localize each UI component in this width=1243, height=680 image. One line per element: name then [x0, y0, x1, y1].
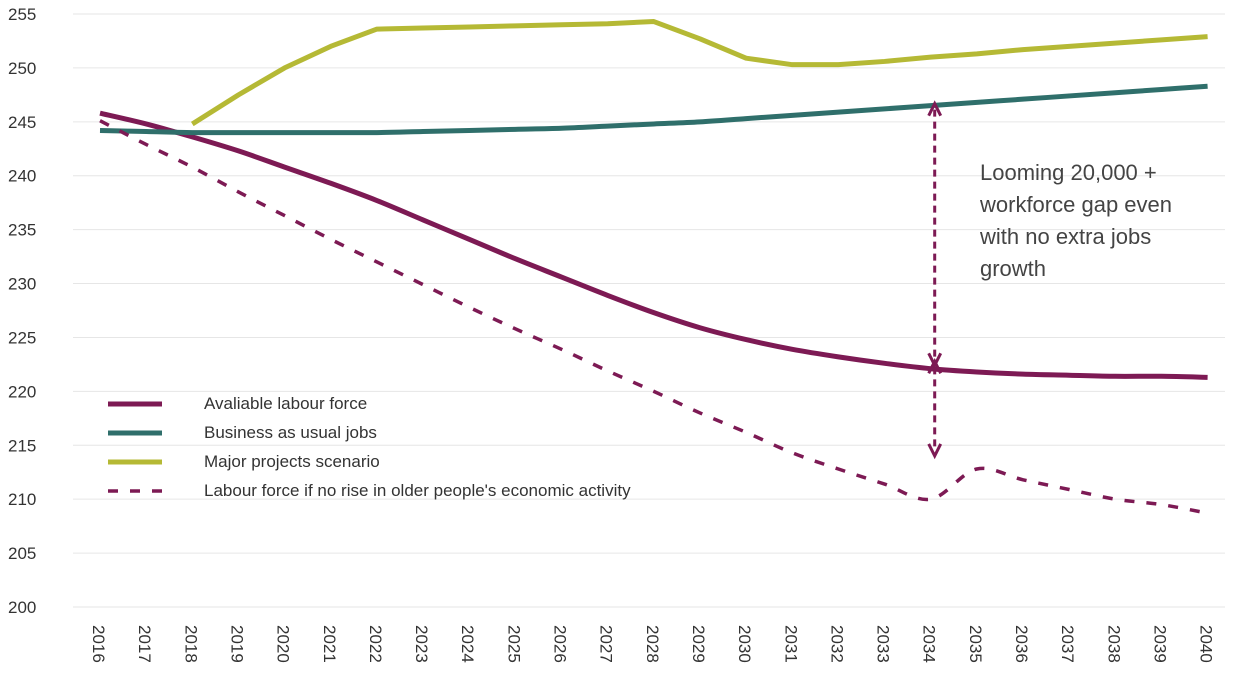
- grid-layer: [73, 13, 1225, 608]
- legend-label-2: Major projects scenario: [204, 452, 380, 471]
- y-tick-label: 220: [8, 382, 36, 401]
- x-tick-label: 2029: [689, 625, 708, 663]
- x-tick-label: 2036: [1012, 625, 1031, 663]
- x-tick-label: 2039: [1150, 625, 1169, 663]
- series-line-1: [99, 83, 1208, 136]
- x-tick-label: 2022: [366, 625, 385, 663]
- x-tick-label: 2035: [966, 625, 985, 663]
- y-tick-label: 200: [8, 598, 36, 617]
- x-tick-label: 2034: [920, 625, 939, 663]
- gap-arrow-1-head-bottom: [927, 443, 943, 460]
- y-tick-label: 245: [8, 113, 36, 132]
- annotation-text-line: with no extra jobs: [979, 224, 1151, 249]
- y-tick-label: 255: [8, 5, 36, 24]
- legend-label-1: Business as usual jobs: [204, 423, 377, 442]
- annotation-text-line: workforce gap even: [979, 192, 1172, 217]
- series-line-2: [190, 19, 1208, 127]
- annotation-layer: Looming 20,000 + workforce gap even with n…: [927, 100, 1172, 460]
- y-tick-label: 235: [8, 221, 36, 240]
- x-tick-label: 2037: [1058, 625, 1077, 663]
- gap-arrow-0-head-bottom: [927, 352, 943, 369]
- y-tick-label: 225: [8, 328, 36, 347]
- y-tick-label: 230: [8, 275, 36, 294]
- x-tick-label: 2021: [320, 625, 339, 663]
- x-tick-label: 2023: [412, 625, 431, 663]
- x-tick-label: 2016: [89, 625, 108, 663]
- annotation-text-line: growth: [980, 256, 1046, 281]
- x-tick-label: 2028: [643, 625, 662, 663]
- legend: Avaliable labour force Business as usual …: [108, 394, 631, 500]
- x-tick-label: 2020: [274, 625, 293, 663]
- x-tick-label: 2027: [597, 625, 616, 663]
- y-tick-label: 250: [8, 59, 36, 78]
- x-tick-label: 2019: [227, 625, 246, 663]
- y-tick-label: 215: [8, 436, 36, 455]
- x-tick-label: 2038: [1104, 625, 1123, 663]
- legend-label-0: Avaliable labour force: [204, 394, 367, 413]
- gap-arrow-0-head-top: [927, 100, 943, 117]
- x-tick-label: 2025: [504, 625, 523, 663]
- y-tick-label: 205: [8, 544, 36, 563]
- annotation-text-line: Looming 20,000 +: [980, 160, 1157, 185]
- x-tick-label: 2017: [135, 625, 154, 663]
- x-tick-label: 2032: [827, 625, 846, 663]
- x-tick-label: 2040: [1197, 625, 1216, 663]
- series-line-0: [99, 110, 1208, 380]
- x-tick-label: 2030: [735, 625, 754, 663]
- series-layer: [99, 19, 1208, 515]
- legend-label-3: Labour force if no rise in older people'…: [204, 481, 631, 500]
- y-tick-label: 240: [8, 167, 36, 186]
- series-line-3: [99, 119, 1208, 515]
- x-tick-label: 2031: [781, 625, 800, 663]
- x-tick-label: 2018: [181, 625, 200, 663]
- y-tick-label: 210: [8, 490, 36, 509]
- x-tick-label: 2026: [551, 625, 570, 663]
- gap-arrow-1-head-top: [927, 357, 943, 375]
- x-tick-label: 2033: [874, 625, 893, 663]
- x-tick-label: 2024: [458, 625, 477, 663]
- axis-layer: 200 205 210 215 220 225 230 235 240 245 250 255 2016…: [8, 5, 1216, 663]
